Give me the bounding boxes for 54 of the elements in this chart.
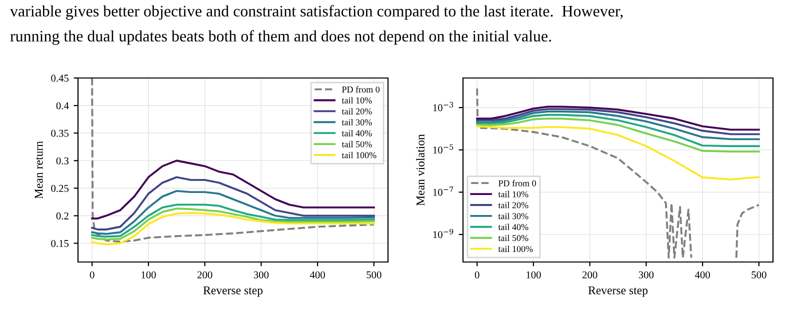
legend-label: tail 10% xyxy=(342,97,372,104)
x-tick-label: 500 xyxy=(752,271,766,278)
line-series xyxy=(91,78,375,243)
x-axis-title: Reverse step xyxy=(588,286,648,297)
y-tick-label: 10$^{−3}$ xyxy=(433,102,454,112)
text: variable gives better objective and constraint satisfaction compared to the last iterate. However, xyxy=(10,5,623,20)
line-series xyxy=(476,110,760,140)
legend-label: tail 20% xyxy=(498,202,528,208)
x-tick-label: 100 xyxy=(142,271,156,278)
y-tick-label: 10$^{−7}$ xyxy=(433,186,454,196)
line-series xyxy=(91,176,375,230)
x-tick-label: 0 xyxy=(90,271,94,278)
x-tick-label: 0 xyxy=(474,271,480,278)
line-series xyxy=(91,160,375,220)
legend-label: tail 40% xyxy=(342,130,372,136)
text: running the dual updates beats both of them and does not depend on the initial value. xyxy=(10,30,551,45)
y-tick-label: 0.35 xyxy=(51,130,69,137)
x-tick-label: 300 xyxy=(638,271,654,278)
legend-label: tail 10% xyxy=(498,190,528,198)
y-tick-label: 0.45 xyxy=(51,74,69,82)
legend-label: tail 30% xyxy=(498,212,528,220)
line-series xyxy=(476,106,760,131)
x-tick-label: 400 xyxy=(694,271,710,278)
y-tick-label: 0.4 xyxy=(56,102,69,110)
y-tick-label: 0.2 xyxy=(56,212,68,220)
legend-label: tail 100% xyxy=(342,152,376,158)
legend-label: PD from 0 xyxy=(342,86,380,93)
x-tick-label: 400 xyxy=(310,271,325,278)
y-axis-title: Mean return xyxy=(34,141,43,199)
legend-label: tail 20% xyxy=(342,108,372,114)
line-series xyxy=(476,118,760,153)
x-tick-label: 100 xyxy=(526,271,541,278)
line-series xyxy=(91,212,375,246)
x-tick-label: 300 xyxy=(254,271,269,278)
y-axis-title: Mean violation xyxy=(416,134,424,206)
x-tick-label: 200 xyxy=(197,271,212,278)
x-tick-label: 500 xyxy=(366,271,382,278)
x-axis-title: Reverse step xyxy=(203,286,263,297)
legend-label: PD from 0 xyxy=(498,180,536,186)
y-tick-label: 0.15 xyxy=(51,240,69,248)
y-tick-label: 10$^{−5}$ xyxy=(433,144,454,154)
line-series xyxy=(476,108,760,136)
legend-label: tail 30% xyxy=(342,119,372,126)
line-series xyxy=(91,190,375,235)
legend-label: tail 50% xyxy=(342,140,372,148)
legend-label: tail 40% xyxy=(498,224,528,230)
y-tick-label: 0.25 xyxy=(51,184,69,192)
y-tick-label: 10$^{−9}$ xyxy=(433,228,454,238)
y-tick-label: 0.3 xyxy=(56,157,69,164)
legend-label: tail 50% xyxy=(498,234,528,242)
x-tick-label: 200 xyxy=(582,271,598,278)
legend-label: tail 100% xyxy=(498,246,533,252)
line-series xyxy=(476,114,760,148)
line-series xyxy=(476,125,760,180)
